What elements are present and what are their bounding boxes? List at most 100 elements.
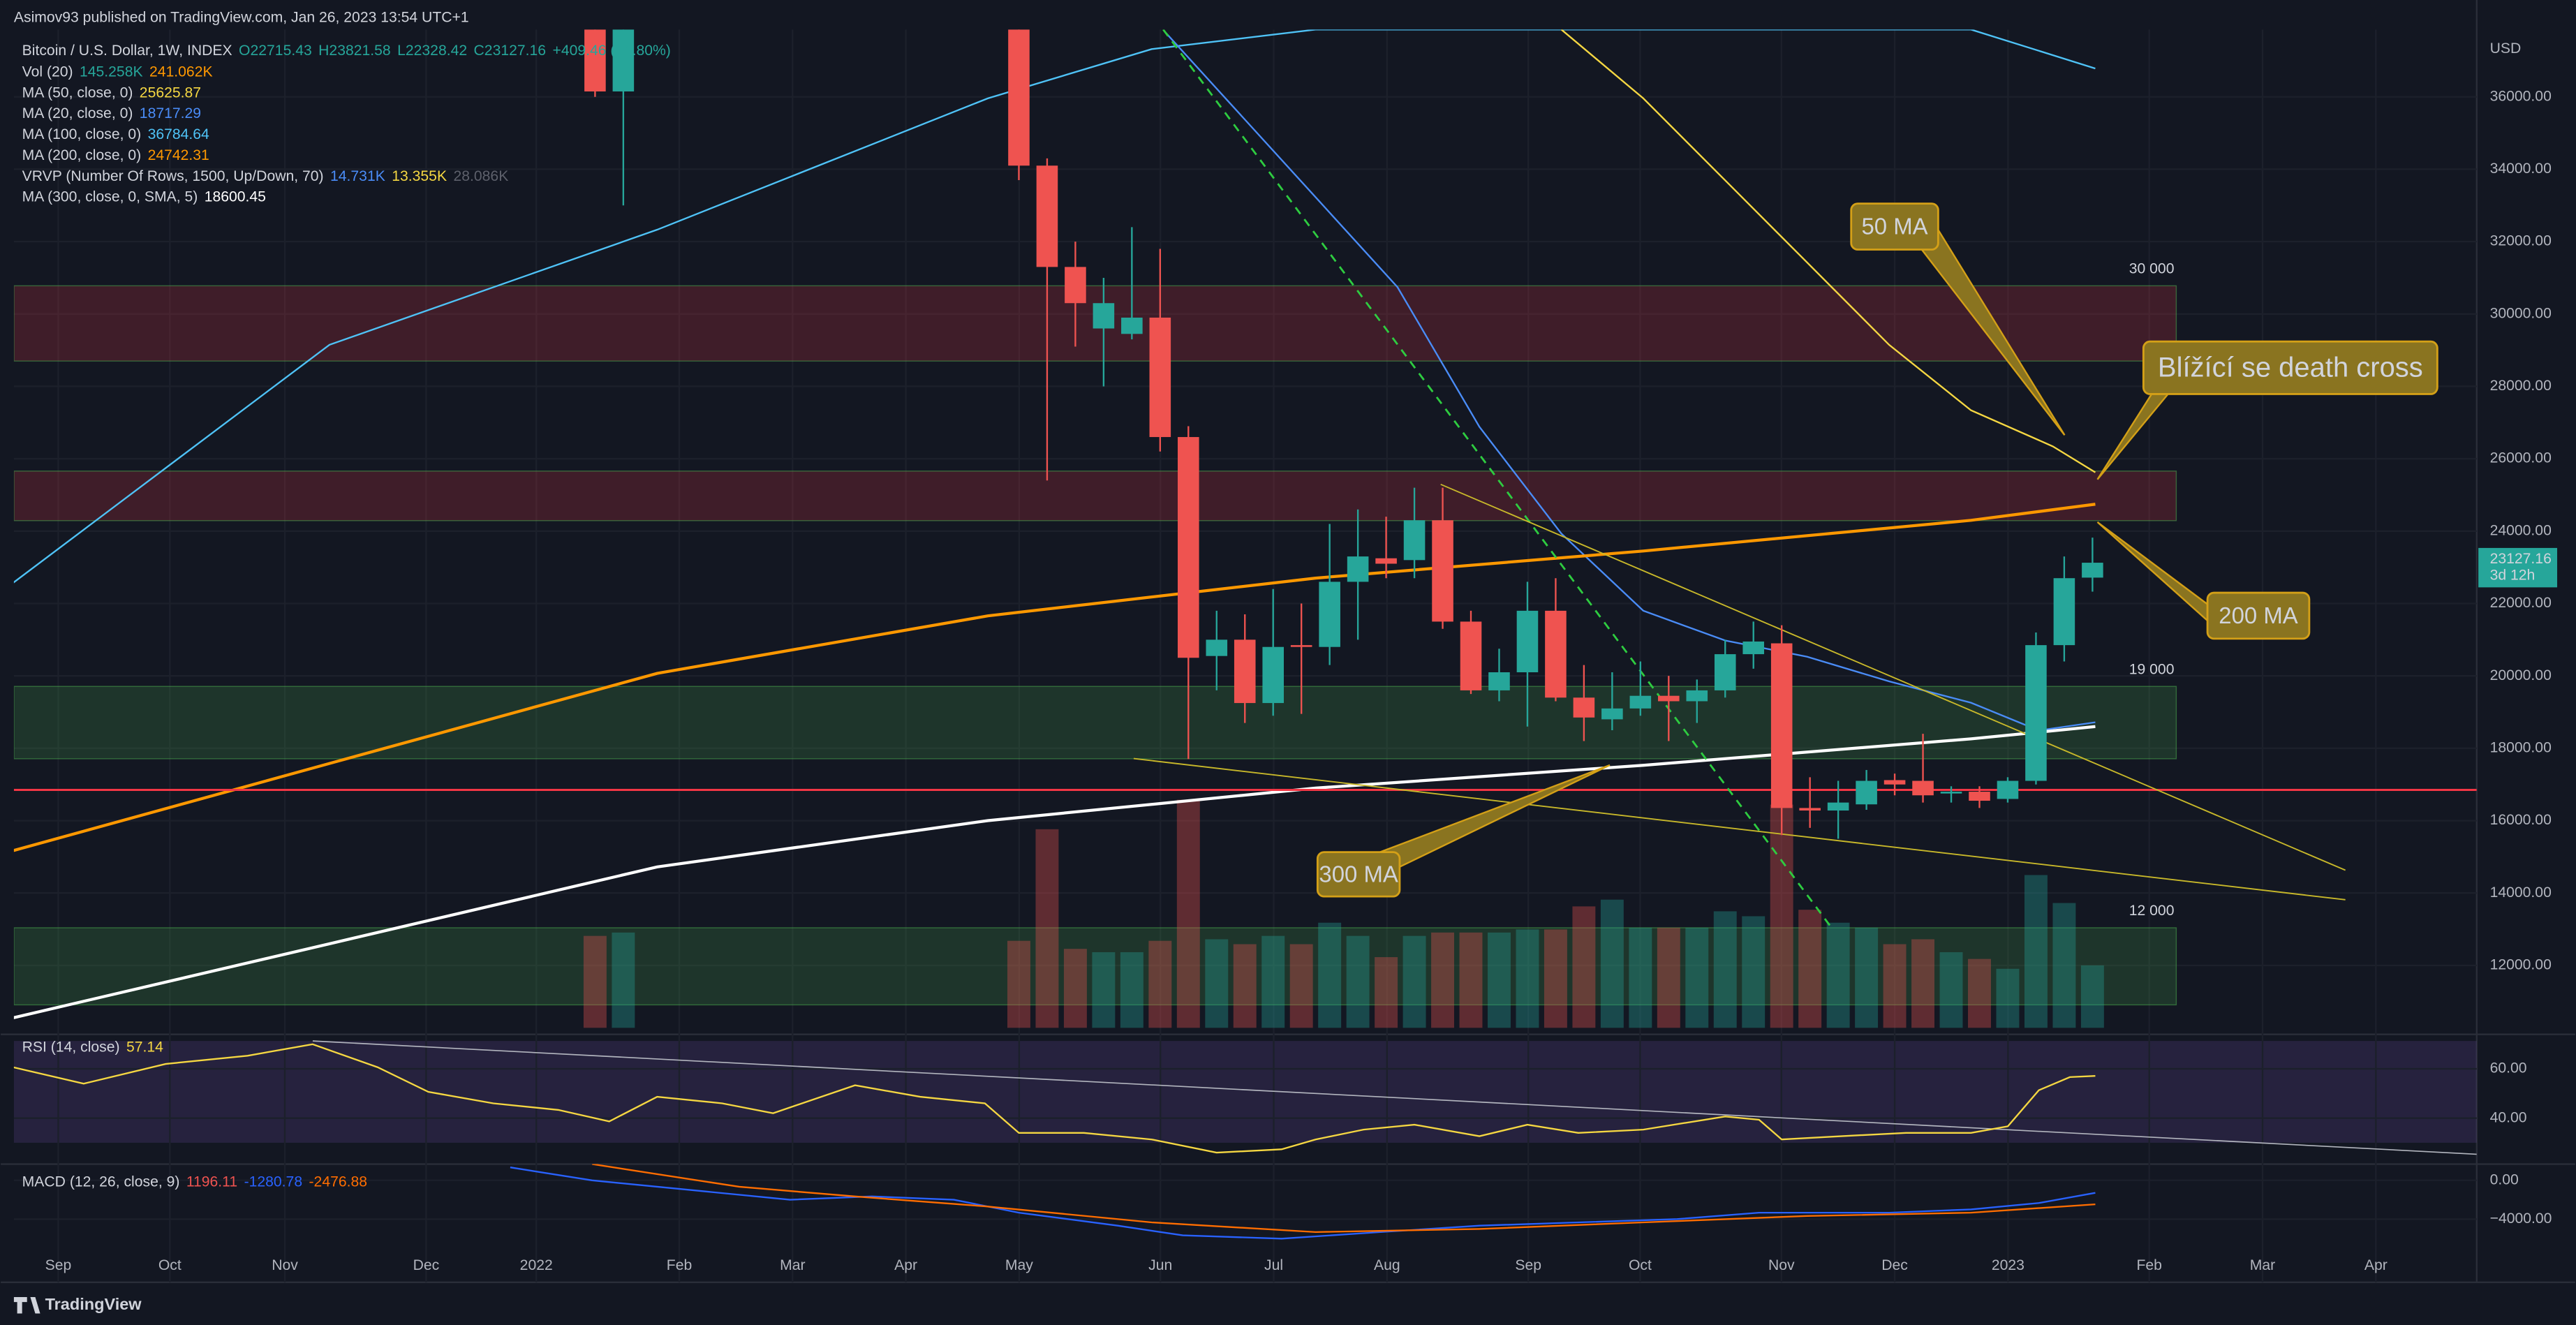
legend-item: O22715.43: [239, 43, 312, 59]
legend-item: Vol (20): [22, 64, 73, 80]
volume-bar: [1176, 799, 1200, 1028]
candle-body: [1997, 780, 2019, 799]
y-tick-label: 32000.00: [2490, 233, 2552, 249]
volume-bar: [1600, 899, 1624, 1028]
y-tick-label: 28000.00: [2490, 378, 2552, 394]
legend-item: 241.062K: [149, 64, 213, 80]
candle-body: [1883, 780, 1906, 785]
legend-row: RSI (14, close) 57.14: [22, 1039, 164, 1055]
legend-item: C23127.16: [474, 43, 547, 59]
candle-body: [1319, 582, 1340, 647]
candle-body: [1178, 437, 1199, 658]
legend-item: Bitcoin / U.S. Dollar, 1W, INDEX: [22, 43, 232, 59]
legend-item: 145.258K: [80, 64, 143, 80]
candle-body: [1093, 303, 1115, 329]
published: Asimov93 published on TradingView.com, J…: [14, 9, 469, 25]
candle-body: [1488, 672, 1510, 690]
volume-bar: [1092, 952, 1116, 1028]
candle-body: [1545, 610, 1567, 698]
volume-bar: [1007, 940, 1030, 1028]
volume-bar: [1205, 939, 1229, 1028]
zone-label: 19 000: [2129, 661, 2175, 677]
legend-row: MA (300, close, 0, SMA, 5) 18600.45: [22, 188, 266, 205]
x-tick-label: Sep: [1515, 1257, 1541, 1273]
rsi-trend-line: [312, 1040, 2477, 1155]
candle-body: [1969, 792, 1990, 801]
y-tick-label: 24000.00: [2490, 522, 2552, 538]
candle-body: [1799, 808, 1821, 811]
legend-row: MA (50, close, 0) 25625.87: [22, 84, 201, 101]
candle-body: [1827, 802, 1849, 811]
candle-body: [1516, 610, 1539, 673]
rsi: [13, 1040, 2477, 1155]
ma-line: [13, 725, 2096, 1019]
candle-body: [1856, 780, 1877, 805]
x-tick-label: Apr: [2364, 1257, 2388, 1273]
zone: [13, 686, 2177, 760]
legend-row: MA (200, close, 0) 24742.31: [22, 147, 209, 163]
candle-body: [1008, 29, 1030, 166]
volume-bar: [1685, 927, 1709, 1028]
trend-line: [1440, 483, 2346, 871]
candle-body: [1206, 639, 1228, 656]
candle-body: [1742, 641, 1765, 655]
last-price: 23127.16: [2490, 551, 2552, 567]
y-tick-label: 22000.00: [2490, 595, 2552, 611]
moving-averages: [13, 29, 2477, 1019]
candle-body: [1658, 695, 1680, 702]
ma-line: [1165, 32, 2096, 732]
axes: Sep Oct Nov Dec 2022 Feb Mar Apr May Jun Jul Aug Sep…: [45, 40, 2558, 1273]
legend-item: 18717.29: [140, 105, 201, 121]
candle-body: [1234, 639, 1256, 704]
y-tick-label: 26000.00: [2490, 450, 2552, 466]
candle-body: [612, 29, 635, 91]
legend-item: MA (20, close, 0): [22, 105, 133, 121]
x-tick-label: Dec: [413, 1257, 440, 1273]
y-tick-label: 60.00: [2490, 1060, 2527, 1076]
volume-bar: [1770, 804, 1793, 1028]
candle-body: [1460, 621, 1482, 690]
candle-body: [1121, 317, 1143, 334]
volume-bar: [1318, 922, 1342, 1028]
candle-body: [1149, 317, 1171, 438]
volume-bar: [612, 932, 635, 1028]
legend-row: MA (100, close, 0) 36784.64: [22, 126, 209, 142]
legend-item: VRVP (Number Of Rows, 1500, Up/Down, 70): [22, 168, 324, 184]
volume-bar: [1996, 968, 2020, 1028]
volume-bar: [1261, 935, 1285, 1028]
volume-bar: [1911, 939, 1935, 1028]
grid: [13, 29, 2477, 1282]
x-tick-label: Mar: [2250, 1257, 2275, 1273]
legend-item: -1280.78: [244, 1174, 303, 1190]
x-tick-label: Sep: [45, 1257, 72, 1273]
brand: TradingView: [45, 1295, 142, 1313]
ma-line: [13, 503, 2096, 852]
trend-line: [1133, 757, 2346, 901]
footer: TradingView: [13, 1295, 142, 1314]
legend-item: 28.086K: [453, 168, 508, 184]
rsi-line: [13, 1043, 2096, 1154]
legend-item: 14.731K: [330, 168, 385, 184]
callout-box: [1316, 851, 1401, 898]
volume-bar: [1657, 927, 1680, 1028]
legend-row: Vol (20) 145.258K 241.062K: [22, 64, 213, 80]
legend-item: MA (300, close, 0, SMA, 5): [22, 188, 198, 205]
legend-item: 57.14: [126, 1039, 163, 1055]
volume-bar: [1629, 927, 1652, 1028]
x-tick-label: May: [1005, 1257, 1033, 1273]
x-tick-label: Nov: [272, 1257, 298, 1273]
volume-bar: [583, 935, 607, 1028]
volume-bar: [1063, 949, 1087, 1028]
signal-line: [592, 1164, 2096, 1234]
legend-item: MA (200, close, 0): [22, 147, 142, 163]
legend-item: 1196.11: [186, 1174, 237, 1190]
legend-row: Bitcoin / U.S. Dollar, 1W, INDEX O22715.4…: [22, 43, 671, 59]
candle-body: [2082, 563, 2103, 578]
candle-body: [1347, 556, 1369, 582]
x-tick-label: Nov: [1768, 1257, 1795, 1273]
candle-body: [2025, 645, 2047, 781]
candle-body: [1290, 645, 1312, 647]
candle-body: [584, 29, 606, 91]
currency: USD: [2490, 40, 2522, 57]
